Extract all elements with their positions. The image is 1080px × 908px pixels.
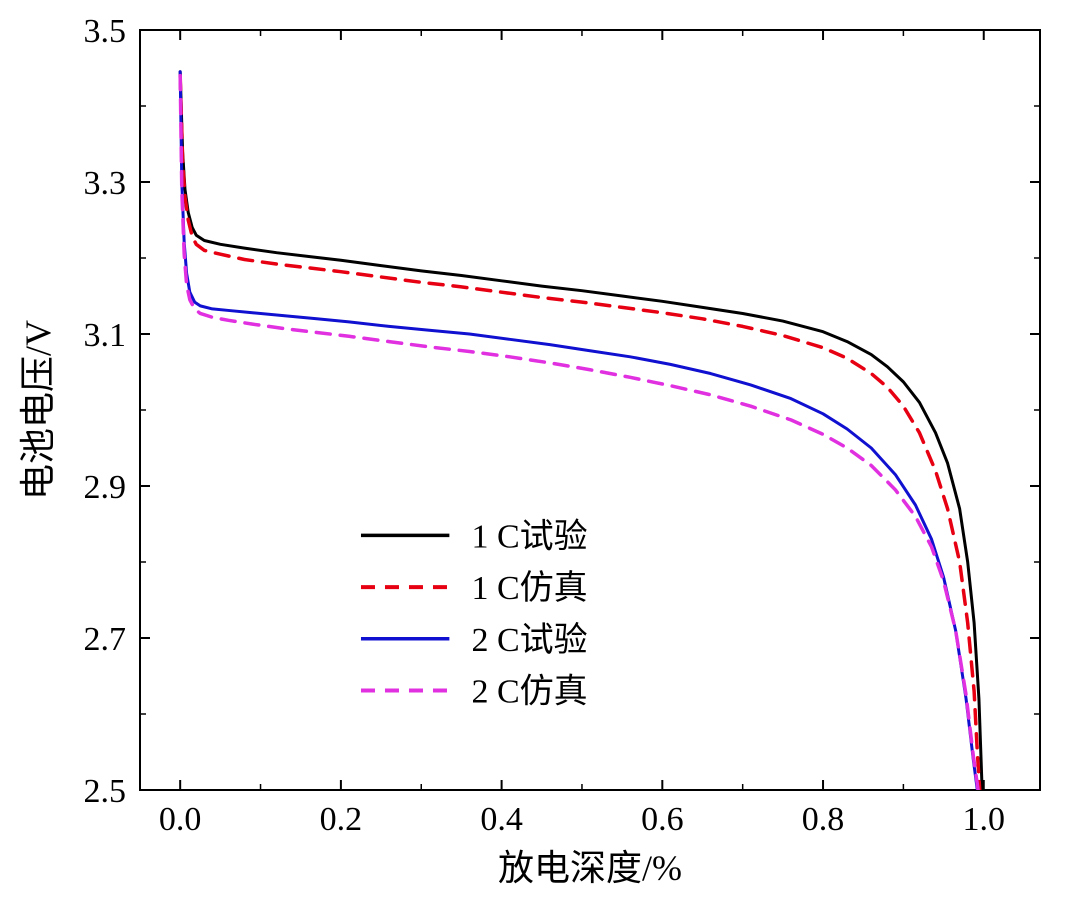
x-tick-label: 0.4 (480, 801, 523, 838)
y-tick-label: 3.1 (84, 317, 127, 354)
legend-label: 2 C试验 (471, 621, 587, 659)
discharge-voltage-chart: 0.0 0.2 0.4 0.6 0.8 1.0 2.5 2.7 2.9 3.1 3.3 3.5 放电深度… (0, 0, 1080, 908)
y-tick-label: 3.5 (84, 13, 127, 50)
y-tick-label: 3.3 (84, 165, 127, 202)
x-tick-label: 1.0 (963, 801, 1006, 838)
y-tick-label: 2.5 (84, 773, 127, 810)
y-axis-label: 电池电压/V (18, 320, 58, 500)
x-tick-label: 0.0 (159, 801, 202, 838)
y-tick-label: 2.7 (84, 621, 127, 658)
legend-label: 1 C试验 (471, 517, 587, 555)
chart-svg: 0.0 0.2 0.4 0.6 0.8 1.0 2.5 2.7 2.9 3.1 3.3 3.5 放电深度… (0, 0, 1080, 908)
y-tick-label: 2.9 (84, 469, 127, 506)
legend-label: 2 C仿真 (471, 672, 587, 710)
x-tick-label: 0.6 (641, 801, 684, 838)
x-axis-label: 放电深度/% (498, 848, 682, 888)
x-tick-label: 0.2 (320, 801, 363, 838)
legend-label: 1 C仿真 (471, 569, 587, 607)
x-tick-label: 0.8 (802, 801, 845, 838)
